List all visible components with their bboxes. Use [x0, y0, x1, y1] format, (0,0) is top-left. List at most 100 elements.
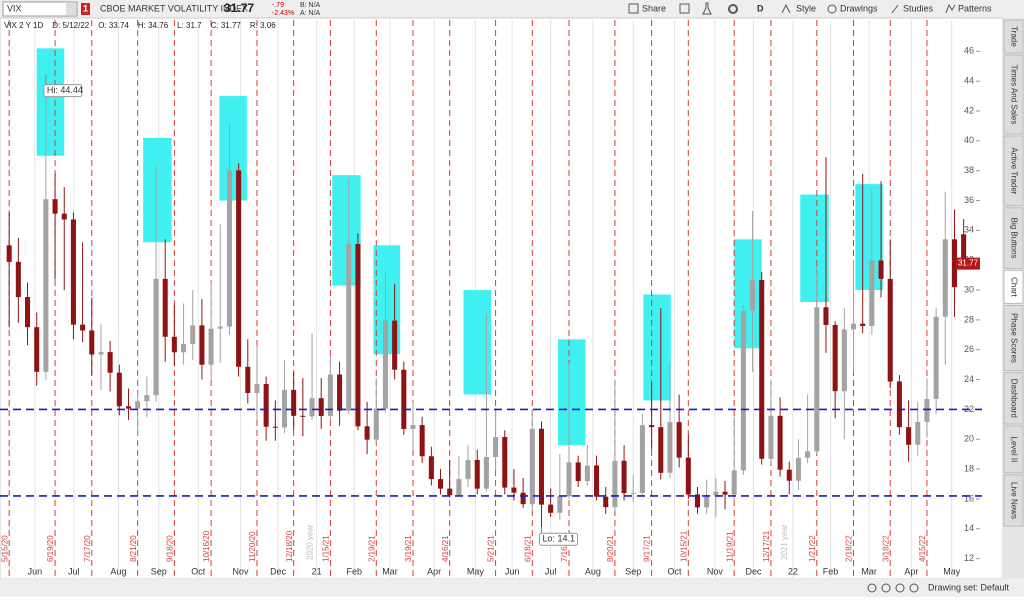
annotation-box [43, 84, 83, 98]
candle-body [887, 278, 893, 382]
last-price-box [956, 257, 980, 270]
candle-body [658, 427, 664, 473]
x-tick-label: Feb [346, 566, 362, 576]
candle-body [428, 456, 434, 480]
side-tab[interactable] [1003, 135, 1024, 207]
fit-icon[interactable] [909, 583, 919, 593]
style-icon[interactable] [781, 3, 791, 14]
period-label: 9/18/20 [165, 535, 174, 562]
last-price-label: 31.77 [958, 259, 979, 268]
candle-body [722, 491, 728, 495]
symbol[interactable]: VIX [7, 3, 22, 13]
detach-icon[interactable] [679, 3, 690, 14]
studies[interactable]: Studies [903, 3, 934, 13]
y-tick-label: 46 [964, 46, 974, 56]
side-tab-label[interactable]: Active Trader [1009, 147, 1018, 194]
candle-body [750, 280, 756, 311]
side-tab-label[interactable]: Trade [1009, 26, 1018, 47]
candle-body [915, 421, 921, 445]
candle-body [630, 492, 636, 494]
candle-body [263, 384, 269, 427]
side-tab[interactable] [1003, 54, 1024, 135]
ask: A: N/A [300, 10, 321, 17]
candle-body [135, 401, 141, 409]
candle-body [667, 422, 673, 473]
side-tab[interactable] [1003, 269, 1024, 304]
candle-body [245, 366, 251, 393]
period[interactable]: D [757, 3, 764, 13]
candle-body [924, 398, 930, 422]
share[interactable]: Share [642, 3, 666, 13]
flask-icon[interactable] [702, 2, 712, 15]
side-tab[interactable] [1003, 474, 1024, 527]
x-tick-label: Aug [585, 566, 601, 576]
side-tab[interactable] [1003, 372, 1024, 425]
side-tab-label[interactable]: Phase Scores [1009, 313, 1018, 363]
zoom-icon[interactable] [881, 583, 891, 593]
year-label: 2020 year [305, 524, 314, 560]
studies-icon[interactable] [891, 4, 899, 14]
candle-body [153, 278, 159, 396]
side-tab-label[interactable]: Level II [1009, 437, 1018, 463]
candle-body [713, 491, 719, 496]
pan-icon[interactable] [895, 583, 905, 593]
info-item: R: 3.06 [250, 21, 276, 30]
style[interactable]: Style [796, 3, 816, 13]
side-tab-label[interactable]: Live News [1009, 482, 1018, 519]
candle-body [61, 213, 67, 220]
toolbar [0, 0, 1024, 18]
alert-tag[interactable] [81, 3, 90, 15]
candle-body [70, 219, 76, 325]
y-tick-label: 38 [964, 165, 974, 175]
side-tab-label[interactable]: Chart [1009, 277, 1018, 297]
candle-body [43, 199, 49, 372]
candle-body [190, 325, 196, 345]
candle-body [584, 465, 590, 482]
side-tab-label[interactable]: Times And Sales [1009, 65, 1018, 125]
crosshair-icon[interactable] [867, 583, 877, 593]
y-tick-label: 18 [964, 463, 974, 473]
y-tick-label: 34 [964, 225, 974, 235]
patterns[interactable]: Patterns [958, 3, 992, 13]
x-tick-label: 22 [788, 566, 798, 576]
symbol-box[interactable] [2, 1, 78, 17]
side-tab[interactable] [1003, 425, 1024, 474]
candle-body [529, 428, 535, 505]
side-tab-label[interactable]: Dashboard [1009, 379, 1018, 418]
x-tick-label: Nov [232, 566, 249, 576]
drawing-set[interactable]: Drawing set: Default [928, 582, 1010, 592]
y-tick-label: 12 [964, 553, 974, 563]
candle-body [557, 496, 563, 513]
dropdown[interactable] [66, 3, 76, 15]
candle-body [327, 374, 333, 416]
x-tick-label: Jul [545, 566, 557, 576]
candle-body [594, 465, 600, 497]
share-icon[interactable] [628, 3, 639, 14]
candle-body [98, 352, 104, 355]
candle-body [649, 425, 655, 428]
y-tick-label: 36 [964, 195, 974, 205]
candle-body [300, 415, 306, 417]
period-label: 2/19/21 [367, 535, 376, 562]
side-tab[interactable] [1003, 304, 1024, 372]
y-tick-label: 42 [964, 105, 974, 115]
side-tab[interactable] [1003, 207, 1024, 269]
side-tab[interactable] [1003, 19, 1024, 54]
highlight-box [143, 137, 172, 243]
candle-body [823, 307, 829, 325]
description: CBOE MARKET VOLATILITY INDEX [100, 3, 248, 13]
period-label: 6/19/20 [46, 535, 55, 562]
settings-icon[interactable] [728, 4, 738, 14]
x-tick-label: Jun [505, 566, 520, 576]
candle-body [520, 492, 526, 505]
candle-body [805, 451, 811, 458]
patterns-icon[interactable] [945, 3, 956, 14]
x-tick-label: May [467, 566, 485, 576]
side-tab-label[interactable]: Big Buttons [1009, 218, 1018, 259]
candle-body [731, 470, 737, 495]
candle-body [850, 323, 857, 330]
x-tick-label: Mar [861, 566, 877, 576]
drawings-icon[interactable] [827, 4, 837, 14]
drawings[interactable]: Drawings [840, 3, 878, 13]
